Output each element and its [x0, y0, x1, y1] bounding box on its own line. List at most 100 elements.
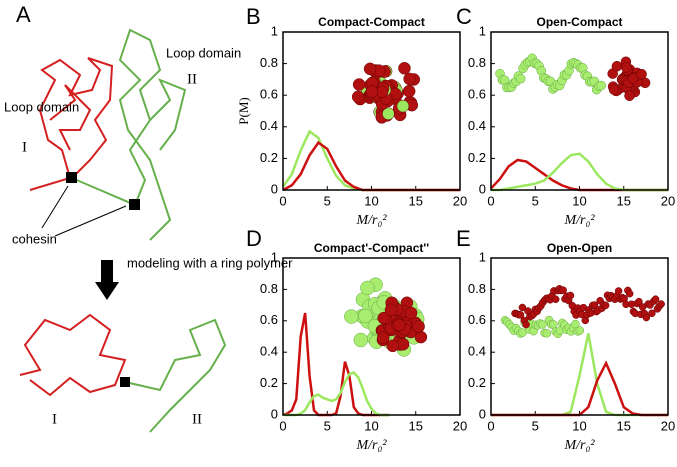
x-tick-label: 5 [324, 418, 331, 433]
chart-title: Compact'-Compact'' [314, 241, 429, 255]
loop-red [29, 57, 114, 191]
sphere [377, 311, 390, 325]
plot-frame [282, 257, 461, 416]
loop-green [149, 78, 187, 151]
y-tick-label: 1 [479, 249, 486, 264]
y-tick-label: 0.8 [260, 281, 278, 296]
ring-red [19, 313, 127, 397]
sphere [377, 331, 390, 345]
y-tick-label: 0 [271, 406, 278, 421]
loop-green [71, 28, 172, 241]
sphere [608, 84, 620, 95]
y-tick-label: 0 [479, 406, 486, 421]
x-tick-label: 10 [572, 193, 586, 208]
loop-red [49, 84, 92, 151]
sphere [363, 62, 377, 76]
x-tick-label: 20 [661, 418, 675, 433]
y-tick-label: 0.2 [260, 375, 278, 390]
sphere [627, 73, 639, 84]
y-tick-label: 0.8 [468, 55, 486, 70]
sphere [352, 78, 366, 91]
cohesin-box [120, 377, 130, 387]
chart-title: Compact-Compact [318, 15, 425, 29]
big-arrow [95, 282, 119, 300]
x-tick-label: 15 [409, 418, 423, 433]
sphere [384, 303, 398, 317]
cohesin-box [66, 172, 77, 183]
sphere [365, 85, 379, 98]
sphere [382, 107, 395, 120]
x-tick-label: 0 [487, 193, 494, 208]
x-tick-label: 15 [617, 193, 631, 208]
y-tick-label: 1 [271, 23, 278, 38]
line [282, 140, 460, 192]
sphere [575, 326, 585, 335]
arrow [54, 205, 127, 237]
x-tick-label: 5 [532, 418, 539, 433]
x-tick-label: 20 [453, 418, 467, 433]
x-tick-label: 15 [617, 418, 631, 433]
x-axis-label: M/r₀² [563, 213, 595, 228]
big-arrow [101, 260, 113, 282]
plot-frame [282, 31, 461, 191]
plot-frame [490, 31, 669, 191]
label: Loop domain [4, 99, 79, 114]
label: II [187, 71, 197, 87]
panel-letter: D [246, 226, 262, 251]
y-tick-label: 0.4 [260, 344, 278, 359]
line [281, 129, 460, 192]
y-tick-label: 0.6 [260, 87, 278, 102]
plot-frame [490, 257, 669, 416]
sphere [353, 332, 369, 348]
line [283, 371, 390, 417]
cohesin-box [129, 199, 140, 210]
sphere [522, 320, 530, 329]
sphere [393, 318, 406, 332]
sphere [636, 68, 647, 80]
ring-green [124, 318, 227, 433]
sphere [398, 62, 411, 75]
x-tick-label: 5 [532, 193, 539, 208]
y-tick-label: 0 [271, 181, 278, 196]
y-tick-label: 0.6 [468, 312, 486, 327]
label: modeling with a ring polymer [127, 255, 293, 270]
arrow [41, 185, 69, 229]
y-tick-label: 0.8 [260, 55, 278, 70]
sphere [549, 320, 558, 329]
y-tick-label: 0.2 [260, 150, 278, 165]
x-axis-label: M/r₀² [355, 438, 387, 453]
y-axis-label: P(M) [236, 97, 251, 124]
x-tick-label: 10 [364, 193, 378, 208]
y-tick-label: 0.6 [468, 87, 486, 102]
x-tick-label: 0 [279, 418, 286, 433]
y-tick-label: 0.4 [468, 344, 486, 359]
sphere [518, 303, 527, 312]
sphere [403, 72, 416, 86]
sphere [625, 289, 634, 298]
x-tick-label: 20 [661, 193, 675, 208]
y-tick-label: 1 [479, 23, 486, 38]
y-tick-label: 0.2 [468, 150, 486, 165]
sphere [386, 339, 399, 353]
x-tick-label: 10 [364, 418, 378, 433]
sphere [648, 309, 656, 318]
y-tick-label: 0.4 [468, 118, 486, 133]
sphere [614, 287, 623, 295]
sphere [559, 286, 567, 294]
sphere [402, 84, 416, 98]
label: I [22, 139, 27, 155]
sphere [651, 295, 660, 303]
sphere [601, 301, 610, 310]
sphere [596, 80, 606, 91]
sphere [412, 320, 425, 333]
sphere [657, 300, 665, 308]
chart-title: Open-Compact [536, 15, 622, 29]
panel-letter: E [456, 226, 471, 251]
x-tick-label: 0 [279, 193, 286, 208]
label: cohesin [12, 231, 57, 246]
sphere [516, 311, 525, 319]
x-tick-label: 5 [324, 193, 331, 208]
panel-letter: B [246, 4, 261, 29]
sphere [396, 338, 410, 351]
y-tick-label: 0 [479, 181, 486, 196]
